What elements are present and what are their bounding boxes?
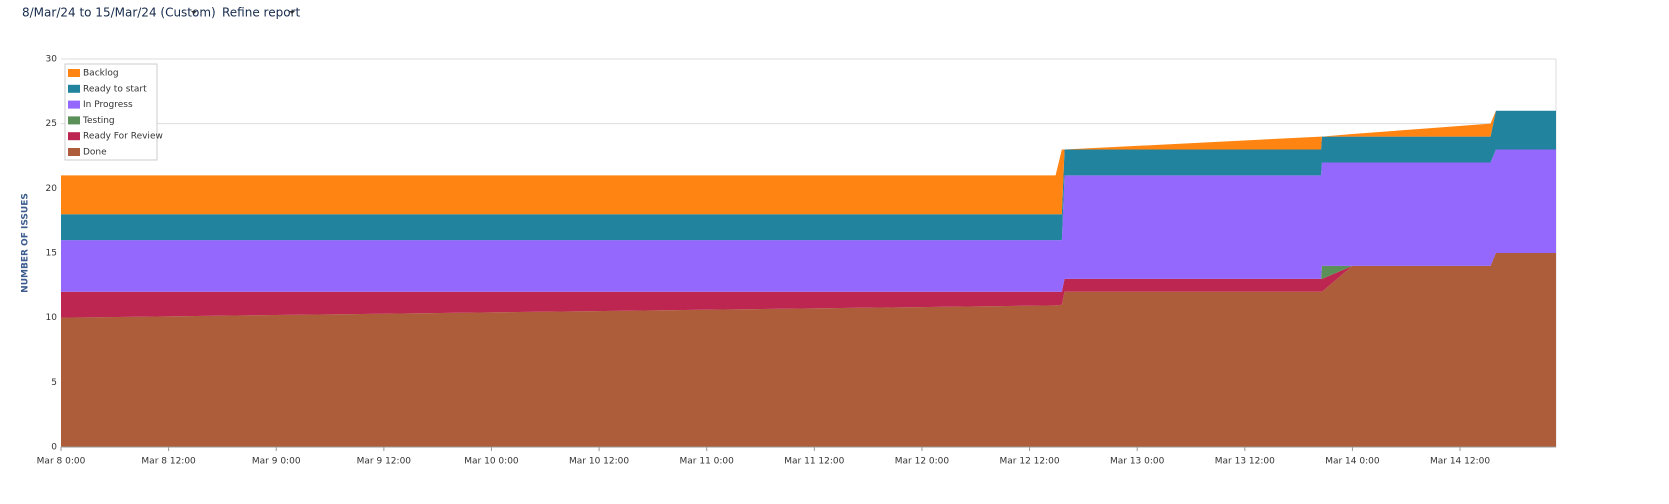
y-tick-label: 20	[46, 184, 58, 194]
legend-label: Testing	[82, 116, 115, 126]
x-tick-label: Mar 10 12:00	[569, 457, 629, 467]
legend-swatch	[68, 100, 80, 109]
area	[61, 253, 1556, 318]
x-tick-label: Mar 14 0:00	[1325, 457, 1380, 467]
area	[61, 253, 1556, 447]
area	[61, 110, 1556, 215]
x-tick-label: Mar 12 12:00	[1000, 457, 1060, 467]
x-tick-label: Mar 12 0:00	[895, 457, 950, 467]
y-axis-label: NUMBER OF ISSUES	[21, 193, 31, 293]
y-tick-label: 30	[46, 55, 58, 65]
date-range[interactable]: 8/Mar/24 to 15/Mar/24 (Custom)	[22, 6, 216, 20]
x-tick-label: Mar 8 0:00	[37, 457, 86, 467]
x-tick-label: Mar 11 12:00	[784, 457, 844, 467]
x-tick-label: Mar 10 0:00	[464, 457, 519, 467]
x-tick-label: Mar 14 12:00	[1430, 457, 1490, 467]
refine-report[interactable]: Refine report	[222, 6, 300, 20]
area	[61, 149, 1556, 292]
area	[61, 110, 1556, 241]
legend-label: Ready to start	[83, 84, 147, 94]
y-tick-label: 10	[46, 313, 58, 323]
x-tick-label: Mar 11 0:00	[680, 457, 735, 467]
legend-swatch	[68, 69, 80, 77]
caret	[289, 11, 295, 14]
y-tick-label: 25	[46, 119, 57, 129]
y-tick-label: 15	[46, 249, 57, 259]
legend-label: In Progress	[83, 100, 133, 110]
x-tick-label: Mar 13 0:00	[1110, 457, 1165, 467]
y-tick-label: 0	[51, 443, 57, 453]
x-tick-label: Mar 9 0:00	[252, 457, 301, 467]
legend-swatch	[68, 148, 80, 156]
legend-box	[64, 63, 158, 161]
legend-label: Done	[83, 148, 107, 158]
x-tick-label: Mar 13 12:00	[1215, 457, 1275, 467]
legend-label: Backlog	[83, 69, 119, 79]
x-tick-label: Mar 8 12:00	[141, 457, 196, 467]
legend-label: Ready For Review	[83, 132, 163, 142]
legend-swatch	[68, 116, 80, 125]
x-tick-label: Mar 9 12:00	[357, 457, 412, 467]
legend-swatch	[68, 84, 80, 93]
legend-swatch	[68, 132, 80, 141]
y-tick-label: 5	[51, 378, 57, 388]
caret	[191, 11, 197, 14]
